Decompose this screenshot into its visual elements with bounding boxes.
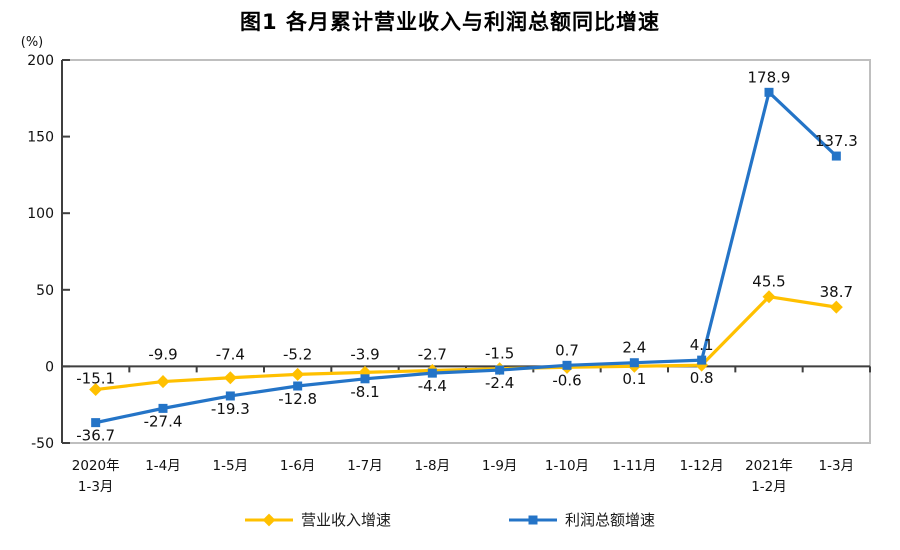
data-label: 38.7: [820, 283, 853, 301]
series-revenue: [89, 290, 843, 397]
data-label: -5.2: [283, 345, 312, 363]
data-point-marker: [697, 355, 707, 365]
legend-item-profit: 利润总额增速: [509, 509, 655, 530]
revenue-line: [95, 295, 837, 392]
y-tick-label: 100: [27, 206, 54, 222]
x-category-label: 1-11月: [612, 458, 656, 474]
data-label: 178.9: [748, 68, 791, 86]
y-tick-label: -50: [31, 436, 54, 452]
data-label: -9.9: [148, 345, 177, 363]
series-profit: [91, 87, 841, 428]
data-point-marker: [427, 368, 437, 378]
x-category-label: 1-10月: [545, 458, 589, 474]
legend-label-revenue: 营业收入增速: [300, 511, 391, 529]
x-axis-ticks: 2020年 1-3月 1-4月 1-5月 1-6月 1-7月 1-8月 1-9月 1-10月 1-…: [61, 366, 871, 495]
y-axis-ticks: 200 150 100 50 0 -50 (%): [21, 35, 70, 452]
y-tick-label: 0: [45, 359, 54, 375]
data-point-marker: [360, 374, 370, 384]
data-point-marker: [158, 403, 168, 413]
profit-line: [95, 90, 838, 425]
data-point-marker: [223, 371, 237, 385]
axes: [61, 59, 871, 444]
data-label: -1.5: [485, 345, 514, 363]
data-label: -8.1: [350, 383, 379, 401]
x-category-label: 1-3月: [819, 458, 855, 474]
y-axis-unit-label: (%): [21, 35, 44, 50]
data-point-marker: [764, 87, 774, 97]
data-label: -27.4: [144, 412, 183, 430]
x-category-label: 1-8月: [415, 458, 451, 474]
data-label: 45.5: [752, 273, 785, 291]
data-point-marker: [829, 300, 843, 314]
data-label: -15.1: [76, 370, 115, 388]
data-label: -36.7: [76, 427, 115, 445]
x-category-label: 1-7月: [347, 458, 383, 474]
data-point-marker: [91, 418, 101, 428]
data-point-marker: [831, 151, 841, 161]
data-label: -12.8: [278, 390, 317, 408]
x-category-label: 2020年 1-3月: [72, 458, 120, 495]
profit-line-swatch-icon: [509, 513, 557, 527]
x-category-label: 1-12月: [680, 458, 724, 474]
data-label: -4.4: [418, 377, 447, 395]
data-point-marker: [225, 391, 235, 401]
data-label: -7.4: [216, 345, 245, 363]
x-category-label: 1-6月: [280, 458, 316, 474]
data-point-marker: [495, 365, 505, 375]
y-tick-label: 50: [36, 283, 54, 299]
x-category-label: 2021年 1-2月: [745, 458, 793, 495]
x-category-label: 1-4月: [145, 458, 181, 474]
y-tick-label: 150: [27, 130, 54, 146]
data-label: -19.3: [211, 400, 250, 418]
data-point-marker: [762, 290, 776, 304]
data-point-marker: [291, 367, 305, 381]
data-label: 0.8: [690, 369, 714, 387]
data-point-marker: [629, 358, 639, 368]
x-category-label: 1-5月: [213, 458, 249, 474]
data-label: 137.3: [815, 132, 858, 150]
chart-title: 图1 各月累计营业收入与利润总额同比增速: [240, 10, 660, 34]
data-label: -2.7: [418, 345, 447, 363]
legend: 营业收入增速 利润总额增速: [0, 509, 900, 530]
data-label: 4.1: [690, 336, 714, 354]
data-label: -0.6: [552, 371, 581, 389]
data-labels: -15.1 -9.9 -7.4 -5.2 -3.9 -2.7 -1.5 -0.6 0.1 0.8 4…: [76, 68, 858, 444]
data-label: -2.4: [485, 374, 514, 392]
data-point-marker: [89, 383, 103, 397]
data-label: -3.9: [350, 345, 379, 363]
data-label: 0.7: [555, 341, 579, 359]
data-point-marker: [293, 381, 303, 391]
data-label: 0.1: [622, 370, 646, 388]
data-point-marker: [156, 375, 170, 389]
legend-label-profit: 利润总额增速: [565, 511, 656, 529]
data-point-marker: [562, 360, 572, 370]
revenue-line-swatch-icon: [244, 513, 293, 527]
data-label: 2.4: [622, 339, 646, 357]
x-category-label: 1-9月: [482, 458, 518, 474]
y-tick-label: 200: [27, 53, 54, 69]
legend-item-revenue: 营业收入增速: [244, 509, 391, 530]
